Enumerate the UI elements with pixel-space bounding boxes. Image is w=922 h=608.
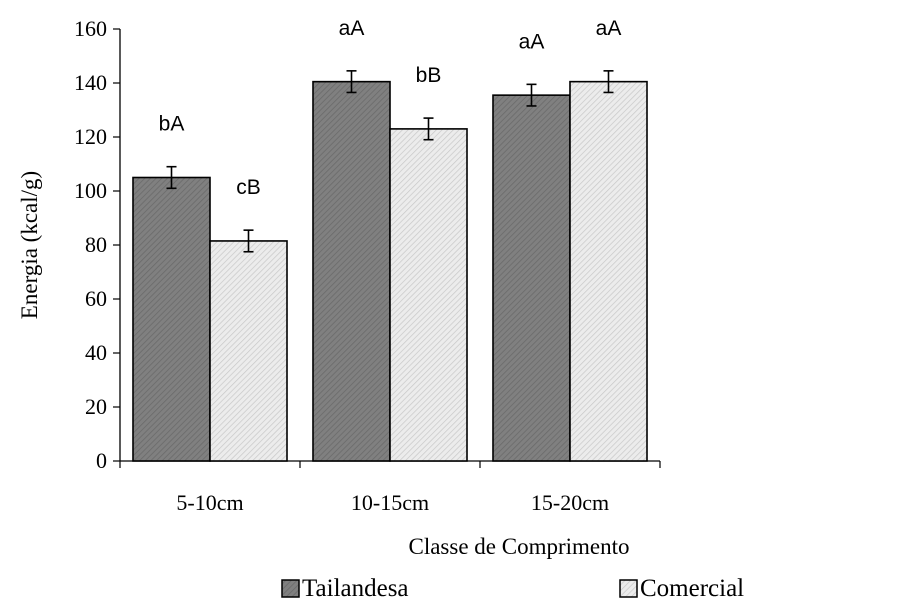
x-tick-label: 5-10cm xyxy=(176,490,243,515)
bar-comercial-15-20cm xyxy=(569,80,648,462)
y-tick-label: 100 xyxy=(74,178,107,203)
y-tick-label: 80 xyxy=(85,232,107,257)
data-label: bB xyxy=(416,64,442,87)
data-label: aA xyxy=(519,30,545,53)
y-tick-label: 140 xyxy=(74,70,107,95)
bar-tailandesa-10-15cm xyxy=(312,80,391,462)
y-tick-label: 40 xyxy=(85,340,107,365)
data-label: cB xyxy=(236,176,261,199)
plot-area: 0 20 40 60 80 100 120 140 160 bA cB 5-10cm aA bB 10-15… xyxy=(17,16,661,559)
bar-tailandesa-15-20cm xyxy=(492,94,571,462)
bar-tailandesa-5-10cm xyxy=(132,176,211,462)
data-label: bA xyxy=(159,113,185,136)
legend: Tailandesa Comercial xyxy=(281,575,744,602)
legend-label-tailandesa: Tailandesa xyxy=(302,575,409,602)
bar-comercial-5-10cm xyxy=(209,240,288,462)
y-tick-label: 120 xyxy=(74,124,107,149)
y-tick-label: 20 xyxy=(85,394,107,419)
data-label: aA xyxy=(339,17,365,40)
legend-label-comercial: Comercial xyxy=(640,575,744,602)
legend-swatch-tailandesa xyxy=(281,579,300,598)
legend-swatch-comercial xyxy=(619,579,638,598)
x-tick-label: 10-15cm xyxy=(351,490,429,515)
y-tick-label: 160 xyxy=(74,16,107,41)
y-tick-label: 60 xyxy=(85,286,107,311)
bar-comercial-10-15cm xyxy=(389,128,468,462)
y-tick-label: 0 xyxy=(96,448,107,473)
x-axis-title: Classe de Comprimento xyxy=(408,534,629,559)
y-axis-title: Energia (kcal/g) xyxy=(17,171,42,319)
x-tick-label: 15-20cm xyxy=(531,490,609,515)
data-label: aA xyxy=(596,17,622,40)
